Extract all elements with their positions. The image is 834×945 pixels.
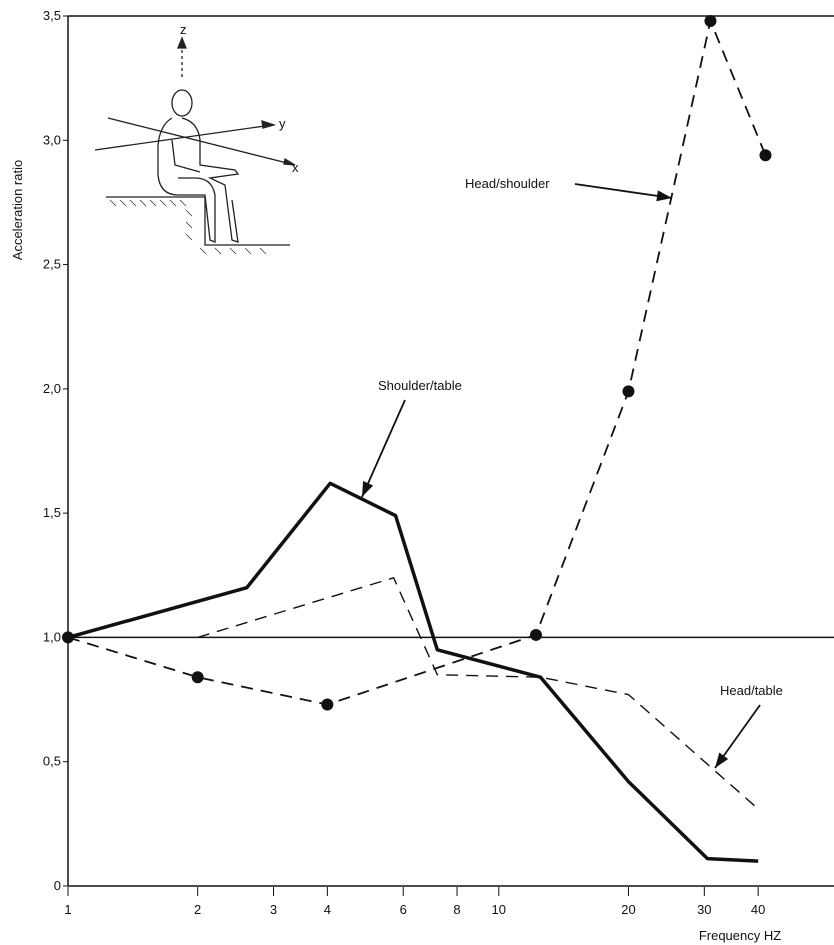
y-tick-label: 1,0 xyxy=(43,629,61,644)
series-label: Shoulder/table xyxy=(378,378,462,393)
series-line xyxy=(67,481,759,863)
arrow-head xyxy=(362,481,374,497)
x-tick-label: 2 xyxy=(194,902,201,917)
axis-letter: z xyxy=(180,22,187,37)
x-tick-label: 40 xyxy=(751,902,765,917)
point xyxy=(704,14,717,27)
y-tick-label: 0,5 xyxy=(43,754,61,769)
y-tick-label: 2,5 xyxy=(43,257,61,272)
y-tick-label: 1,5 xyxy=(43,505,61,520)
y-tick-label: 3,5 xyxy=(43,8,61,23)
x-tick-label: 4 xyxy=(324,902,331,917)
axis-letter: x xyxy=(292,160,299,175)
series-line xyxy=(197,577,759,810)
y-tick-label: 0 xyxy=(54,878,61,893)
y-tick-label: 3,0 xyxy=(43,132,61,147)
point xyxy=(321,698,334,711)
point xyxy=(191,671,204,684)
x-axis-label: Frequency HZ xyxy=(699,928,781,943)
x-tick-label: 30 xyxy=(697,902,711,917)
x-tick-label: 1 xyxy=(64,902,71,917)
label-arrow xyxy=(574,183,673,199)
point xyxy=(759,149,772,162)
x-tick-label: 3 xyxy=(270,902,277,917)
x-tick-label: 10 xyxy=(492,902,506,917)
point xyxy=(529,628,542,641)
y-tick-label: 2,0 xyxy=(43,381,61,396)
x-tick-label: 8 xyxy=(453,902,460,917)
y-axis-label: Acceleration ratio xyxy=(10,160,25,260)
seated-figure xyxy=(94,36,296,255)
arrow-head xyxy=(656,190,672,202)
x-tick-label: 20 xyxy=(621,902,635,917)
x-tick-label: 6 xyxy=(400,902,407,917)
series-label: Head/table xyxy=(720,683,783,698)
series-label: Head/shoulder xyxy=(465,176,550,191)
point xyxy=(62,631,74,644)
arrow-head xyxy=(715,752,729,768)
axis-letter: y xyxy=(279,116,286,131)
label-arrow xyxy=(361,399,406,498)
point xyxy=(622,385,635,398)
series-line xyxy=(67,20,767,706)
